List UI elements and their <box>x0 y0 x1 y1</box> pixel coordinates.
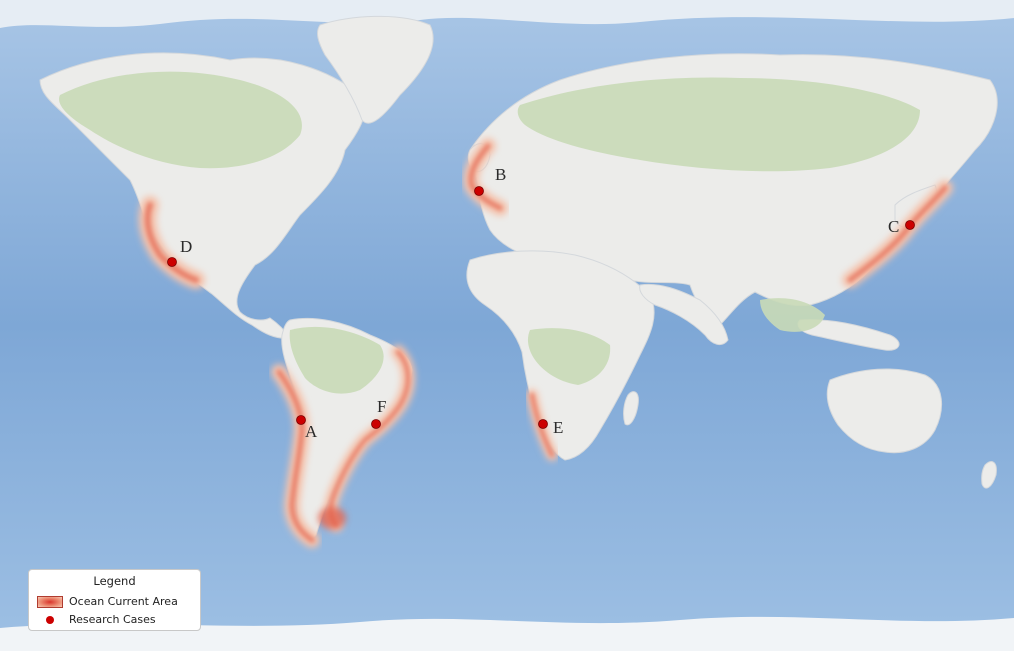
madagascar <box>623 391 639 426</box>
marker-b[interactable]: B <box>474 165 507 196</box>
marker-f[interactable]: F <box>371 397 387 429</box>
marker-d[interactable]: D <box>167 237 193 267</box>
legend-item-label: Ocean Current Area <box>69 595 178 608</box>
vegetation-areas <box>59 71 920 394</box>
marker-e[interactable]: E <box>538 418 564 437</box>
legend-item-label: Research Cases <box>69 613 156 626</box>
marker-d-label: D <box>180 237 192 256</box>
marker-e-label: E <box>553 418 563 437</box>
legend-title: Legend <box>93 574 136 588</box>
marker-c-label: C <box>888 217 899 236</box>
current-area-c <box>842 180 953 288</box>
marker-f-label: F <box>377 397 386 416</box>
current-area-a <box>271 364 320 548</box>
greenland <box>317 15 434 124</box>
legend-item-research-cases: Research Cases <box>37 613 156 626</box>
marker-b-label: B <box>495 165 506 184</box>
marker-a[interactable]: A <box>296 415 319 442</box>
southeast-asia-islands <box>797 319 900 351</box>
australia <box>826 368 943 454</box>
research-cases: A B C D E F <box>167 165 915 442</box>
south-asia <box>639 283 729 346</box>
marker-a-label: A <box>305 422 318 441</box>
map-legend: Legend Ocean Current Area Research Cases <box>28 569 201 631</box>
current-area-d <box>138 196 205 289</box>
new-zealand <box>981 461 997 489</box>
marker-c[interactable]: C <box>888 217 915 236</box>
research-case-dot-icon <box>37 614 63 626</box>
ocean-current-swatch-icon <box>37 595 63 608</box>
current-area-b <box>463 138 508 216</box>
legend-item-ocean-current: Ocean Current Area <box>37 595 178 608</box>
ocean-current-areas <box>138 138 953 548</box>
arctic-ice <box>0 0 1014 28</box>
current-area-f <box>318 345 415 532</box>
antarctica <box>0 616 1014 651</box>
